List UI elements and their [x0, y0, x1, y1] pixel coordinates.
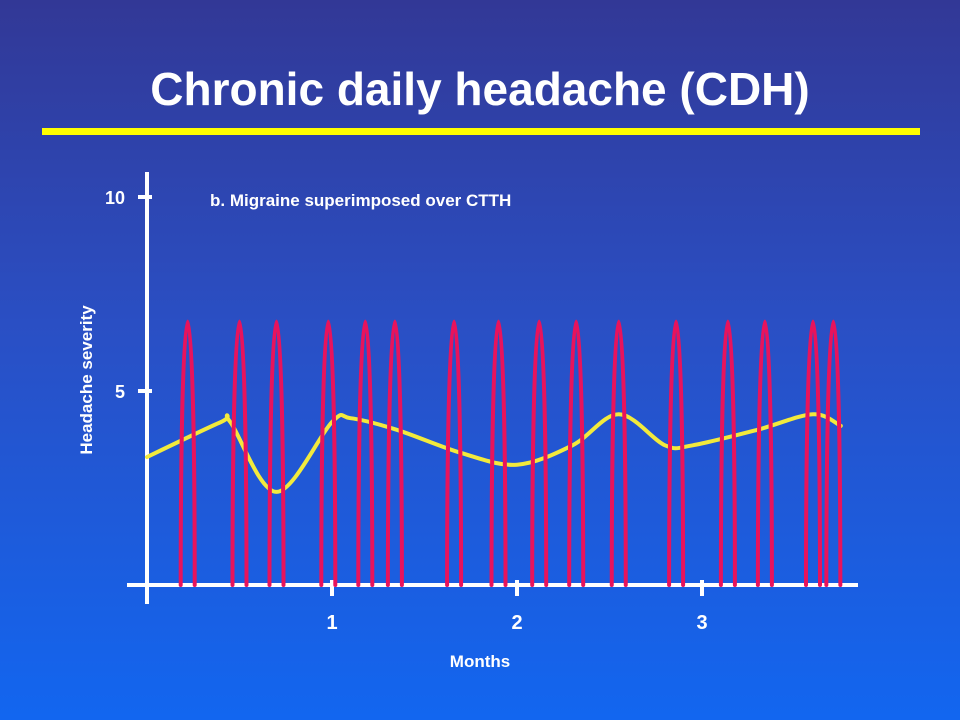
title-underline	[42, 128, 920, 135]
migraine-spike-12	[667, 319, 686, 587]
migraine-spike-16	[824, 319, 843, 587]
x-axis-label: Months	[450, 652, 510, 671]
series-layer	[145, 319, 843, 587]
migraine-spike-13	[718, 319, 737, 587]
baseline-severity-line	[145, 412, 843, 494]
migraine-spike-14	[755, 319, 774, 587]
x-tick-label-1: 1	[326, 612, 337, 634]
migraine-spike-8	[489, 319, 508, 587]
migraine-spike-11	[609, 319, 628, 587]
migraine-spike-1	[178, 319, 197, 587]
migraine-spike-15	[804, 319, 822, 587]
y-axis-label: Headache severity	[77, 305, 96, 455]
migraine-spike-9	[530, 319, 549, 587]
migraine-spike-7	[445, 319, 464, 587]
migraine-spike-5	[356, 319, 375, 587]
x-tick-label-2: 2	[511, 612, 522, 634]
migraine-spike-2	[230, 319, 249, 587]
migraine-spike-4	[319, 319, 338, 587]
chart-subtitle: b. Migraine superimposed over CTTH	[210, 191, 511, 210]
x-tick-label-3: 3	[696, 612, 707, 634]
y-tick-label-10: 10	[105, 188, 125, 208]
migraine-spike-10	[567, 319, 586, 587]
slide-title: Chronic daily headache (CDH)	[150, 63, 810, 115]
text-layer: b. Migraine superimposed over CTTH Month…	[77, 188, 708, 671]
migraine-spike-3	[267, 319, 286, 587]
migraine-spike-6	[385, 319, 404, 587]
y-tick-label-5: 5	[115, 382, 125, 402]
